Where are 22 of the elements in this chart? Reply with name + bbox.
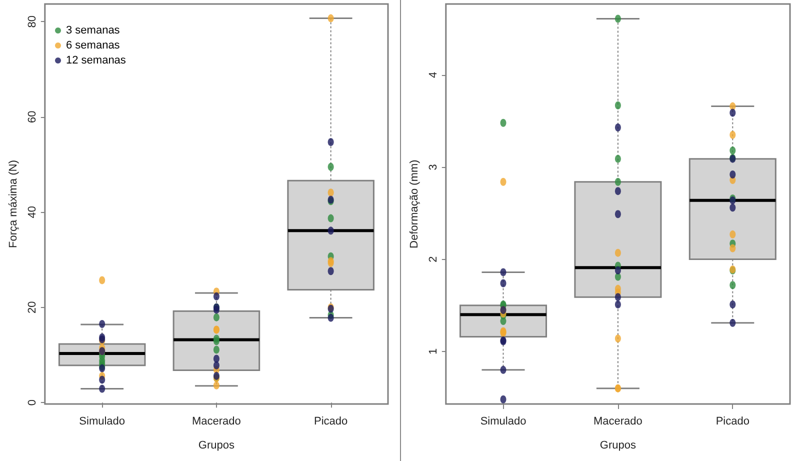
x-tick-label: Simulado: [79, 416, 126, 428]
legend-label: 3 semanas: [66, 24, 120, 36]
y-tick-label: 1: [427, 348, 440, 355]
y-axis-title: Deformação (mm): [408, 160, 420, 248]
y-tick-label: 3: [427, 164, 440, 170]
x-axis-title: Grupos: [600, 440, 636, 452]
legend-label: 12 semanas: [66, 54, 126, 66]
x-tick-label: Macerado: [192, 416, 241, 428]
x-tick-label: Picado: [314, 416, 348, 428]
y-tick-label: 4: [427, 72, 440, 78]
y-tick-label: 20: [26, 301, 38, 314]
x-tick-label: Picado: [716, 416, 750, 428]
x-tick-label: Simulado: [480, 416, 526, 428]
y-tick-label: 40: [26, 206, 38, 218]
y-tick-label: 2: [427, 256, 440, 262]
legend-label: 6 semanas: [66, 40, 120, 52]
x-axis-title: Grupos: [198, 440, 235, 452]
y-axis-title: Força máxima (N): [8, 160, 20, 248]
y-tick-label: 0: [26, 400, 38, 406]
y-tick-label: 60: [26, 110, 38, 123]
x-tick-label: Macerado: [593, 416, 642, 428]
y-tick-label: 80: [26, 15, 38, 28]
